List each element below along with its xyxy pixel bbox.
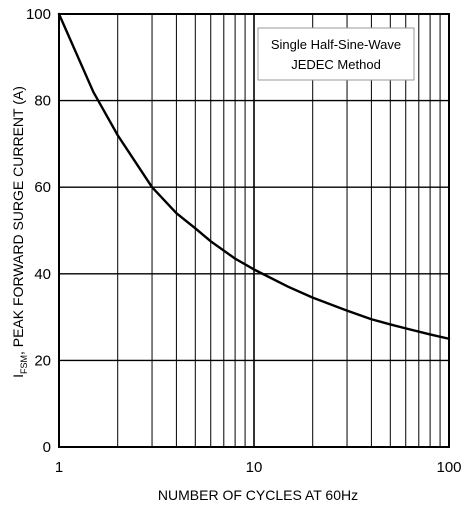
y-tick-label: 60 xyxy=(34,179,51,196)
series-line xyxy=(57,12,451,340)
y-tick-label: 40 xyxy=(34,266,51,283)
series-layer xyxy=(57,12,451,340)
y-tick-label: 80 xyxy=(34,93,51,110)
x-tick-label: 100 xyxy=(436,459,461,476)
y-axis-title-subscript: FSM xyxy=(19,355,29,374)
y-axis-title-rest: , PEAK FORWARD SURGE CURRENT (A) xyxy=(10,86,26,355)
plot-frame xyxy=(58,13,450,448)
x-tick-label: 10 xyxy=(246,459,263,476)
svg-text:IFSM, PEAK FORWARD SURGE CURRE: IFSM, PEAK FORWARD SURGE CURRENT (A) xyxy=(10,86,29,378)
annotation-line-1: Single Half-Sine-Wave xyxy=(271,37,401,52)
annotation-line-2: JEDEC Method xyxy=(291,57,381,72)
y-axis-title: IFSM, PEAK FORWARD SURGE CURRENT (A) xyxy=(10,86,29,378)
y-tick-label: 20 xyxy=(34,352,51,369)
y-tick-label: 0 xyxy=(43,439,51,456)
tick-labels: 0 20 40 60 80 100 1 10 100 xyxy=(26,6,462,476)
x-axis-title: NUMBER OF CYCLES AT 60Hz xyxy=(158,487,358,503)
y-tick-label: 100 xyxy=(26,6,51,23)
y-axis-title-symbol: I xyxy=(10,374,26,378)
annotation-box: Single Half-Sine-Wave JEDEC Method xyxy=(257,27,415,81)
x-tick-label: 1 xyxy=(55,459,63,476)
annotation-background xyxy=(257,27,415,81)
